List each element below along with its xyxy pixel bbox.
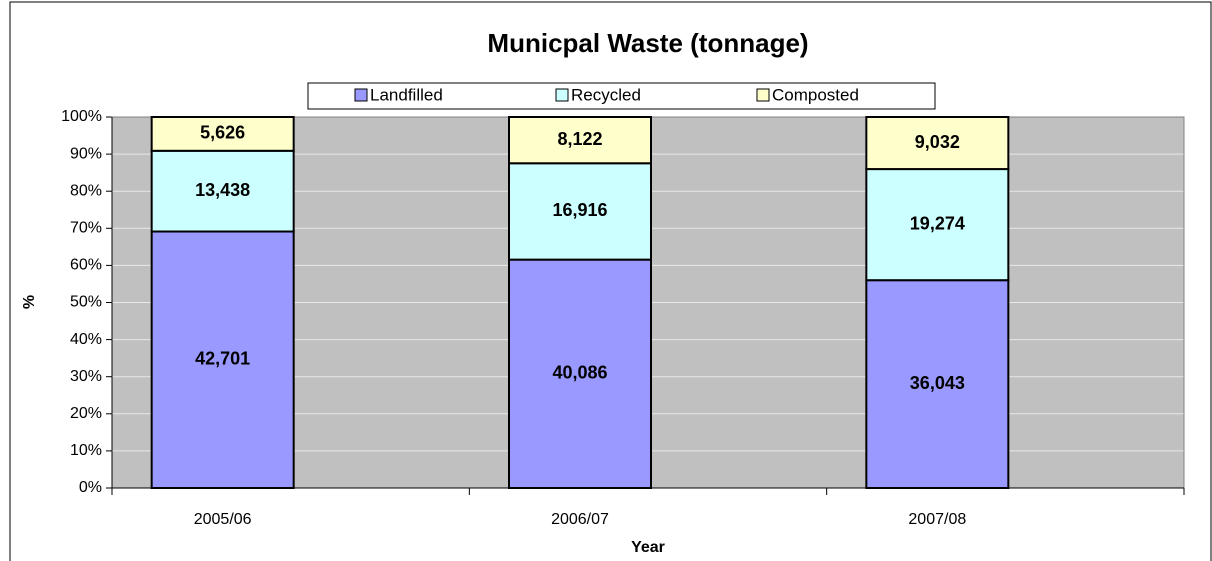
y-tick-label: 50% [70, 294, 102, 311]
y-tick-label: 10% [70, 442, 102, 459]
y-tick-label: 90% [70, 145, 102, 162]
y-tick-label: 0% [79, 479, 102, 496]
bar-segment [508, 116, 652, 165]
legend-swatch [756, 88, 770, 102]
x-tick-label: 2005/06 [194, 511, 252, 528]
value-label: 16,916 [552, 200, 607, 220]
value-label: 9,032 [915, 132, 960, 152]
x-tick-label: 2007/08 [908, 511, 966, 528]
y-tick-label: 30% [70, 368, 102, 385]
x-tick-label: 2006/07 [551, 511, 609, 528]
legend-label: Composted [772, 85, 859, 104]
bar-segment [865, 279, 1010, 489]
y-tick-label: 20% [70, 405, 102, 422]
y-tick-label: 40% [70, 331, 102, 348]
y-tick-label: 100% [61, 108, 102, 125]
y-tick-label: 60% [70, 257, 102, 274]
bar-segment [150, 116, 295, 152]
legend-box [307, 82, 936, 110]
value-label: 42,701 [195, 349, 250, 369]
bar-segment [150, 149, 295, 233]
legend-label: Recycled [571, 85, 641, 104]
value-label: 36,043 [910, 373, 965, 393]
value-label: 40,086 [552, 363, 607, 383]
bar-segment [865, 168, 1010, 282]
bar-segment [865, 116, 1010, 171]
legend-swatch [354, 88, 368, 102]
value-label: 19,274 [910, 213, 965, 233]
bar-segment [508, 258, 652, 489]
bar-segment [508, 162, 652, 261]
legend-swatch [555, 88, 569, 102]
bar-segment [150, 230, 295, 489]
y-tick-label: 80% [70, 182, 102, 199]
value-label: 8,122 [557, 129, 602, 149]
legend-label: Landfilled [370, 85, 443, 104]
x-axis-label: Year [631, 539, 665, 556]
value-label: 5,626 [200, 123, 245, 143]
y-tick-label: 70% [70, 220, 102, 237]
value-label: 13,438 [195, 180, 250, 200]
y-axis-label: % [21, 295, 38, 309]
chart-title: Municpal Waste (tonnage) [487, 28, 808, 58]
